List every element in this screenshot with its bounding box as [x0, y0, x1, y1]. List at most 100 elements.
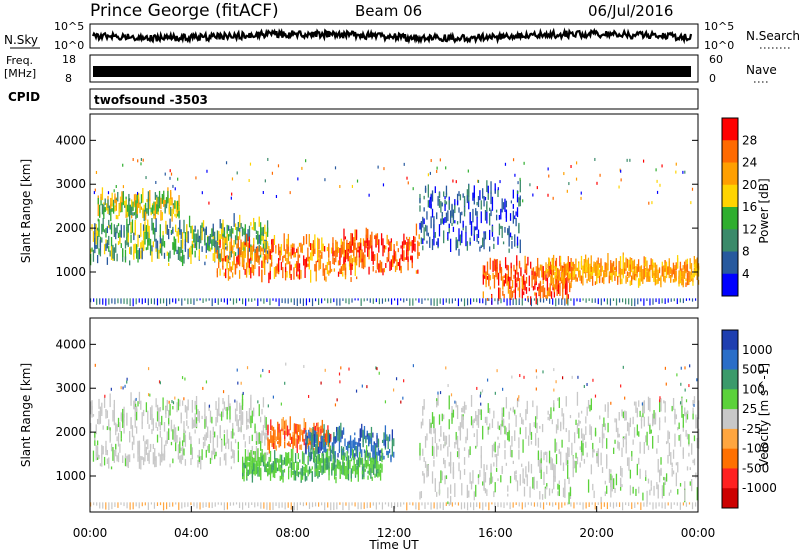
echo-cell [272, 238, 274, 253]
echo-cell [204, 434, 206, 447]
echo-cell [122, 163, 124, 167]
echo-cell [264, 246, 266, 253]
echo-cell [351, 233, 353, 246]
echo-cell [181, 239, 184, 249]
echo-cell [473, 226, 475, 236]
echo-cell [306, 438, 309, 445]
echo-cell [274, 440, 276, 450]
echo-cell [340, 446, 343, 460]
echo-cell [161, 415, 163, 426]
echo-cell [483, 468, 485, 477]
echo-cell [528, 435, 530, 446]
echo-cell [205, 380, 208, 384]
echo-cell [514, 287, 517, 300]
echo-cell [561, 502, 563, 508]
echo-cell [489, 213, 491, 226]
echo-cell [138, 197, 140, 208]
echo-cell [163, 252, 166, 259]
echo-cell [219, 239, 221, 248]
colorbar-tick-label: 24 [742, 156, 757, 170]
echo-cell [116, 253, 118, 262]
echo-cell [642, 401, 644, 414]
echo-cell [559, 262, 562, 272]
echo-cell [696, 272, 698, 281]
echo-cell [460, 298, 463, 302]
echo-cell [346, 451, 348, 465]
echo-cell [433, 236, 435, 246]
echo-cell [477, 414, 480, 428]
echo-cell [355, 247, 358, 252]
echo-cell [379, 263, 381, 271]
echo-cell [251, 456, 254, 470]
echo-cell [368, 240, 370, 250]
echo-cell [161, 193, 163, 204]
echo-cell [383, 167, 385, 171]
echo-cell [379, 463, 382, 469]
echo-cell [572, 467, 574, 478]
echo-cell [237, 221, 239, 232]
echo-cell [533, 476, 535, 490]
echo-cell [443, 191, 445, 197]
echo-cell [272, 298, 274, 301]
echo-cell [625, 275, 627, 284]
echo-cell [95, 223, 97, 235]
echo-cell [123, 420, 125, 427]
echo-cell [567, 298, 569, 306]
echo-cell [316, 247, 319, 261]
echo-cell [380, 261, 383, 273]
echo-cell [448, 502, 450, 506]
echo-cell [347, 252, 349, 262]
echo-cell [323, 424, 325, 439]
echo-cell [345, 471, 347, 480]
echo-cell [686, 433, 689, 440]
echo-cell [649, 397, 651, 412]
echo-cell [140, 400, 142, 410]
echo-cell [149, 252, 152, 256]
echo-cell [484, 231, 487, 240]
echo-cell [281, 427, 283, 432]
echo-cell [282, 425, 284, 435]
echo-cell [696, 437, 698, 449]
echo-cell [217, 502, 219, 505]
echo-cell [418, 298, 420, 303]
echo-cell [555, 454, 558, 465]
echo-cell [241, 393, 244, 406]
echo-cell [576, 456, 579, 465]
echo-cell [541, 423, 544, 433]
echo-cell [523, 291, 525, 296]
echo-cell [300, 444, 303, 450]
echo-cell [199, 298, 201, 301]
echo-cell [281, 467, 283, 480]
echo-cell [255, 463, 258, 473]
echo-cell [357, 298, 359, 301]
echo-cell [105, 446, 107, 456]
echo-cell [258, 255, 260, 265]
echo-cell [305, 502, 308, 506]
echo-cell [337, 427, 339, 441]
echo-cell [576, 423, 579, 434]
echo-cell [412, 298, 414, 306]
echo-cell [332, 445, 334, 459]
echo-cell [96, 236, 99, 249]
echo-cell [98, 411, 100, 425]
echo-cell [311, 298, 314, 307]
echo-cell [522, 468, 524, 472]
echo-cell [282, 460, 284, 466]
echo-cell [239, 414, 241, 421]
echo-cell [96, 440, 99, 446]
echo-cell [455, 240, 457, 251]
echo-cell [454, 483, 456, 497]
echo-cell [364, 468, 366, 472]
echo-cell [147, 439, 149, 450]
echo-cell [311, 471, 313, 482]
echo-cell [667, 454, 669, 464]
echo-cell [632, 416, 634, 425]
echo-cell [626, 421, 629, 432]
echo-cell [144, 298, 146, 303]
echo-cell [238, 298, 241, 301]
echo-cell [155, 180, 157, 184]
echo-cell [222, 408, 224, 417]
echo-cell [352, 465, 354, 474]
echo-cell [394, 251, 397, 262]
echo-cell [281, 459, 283, 469]
